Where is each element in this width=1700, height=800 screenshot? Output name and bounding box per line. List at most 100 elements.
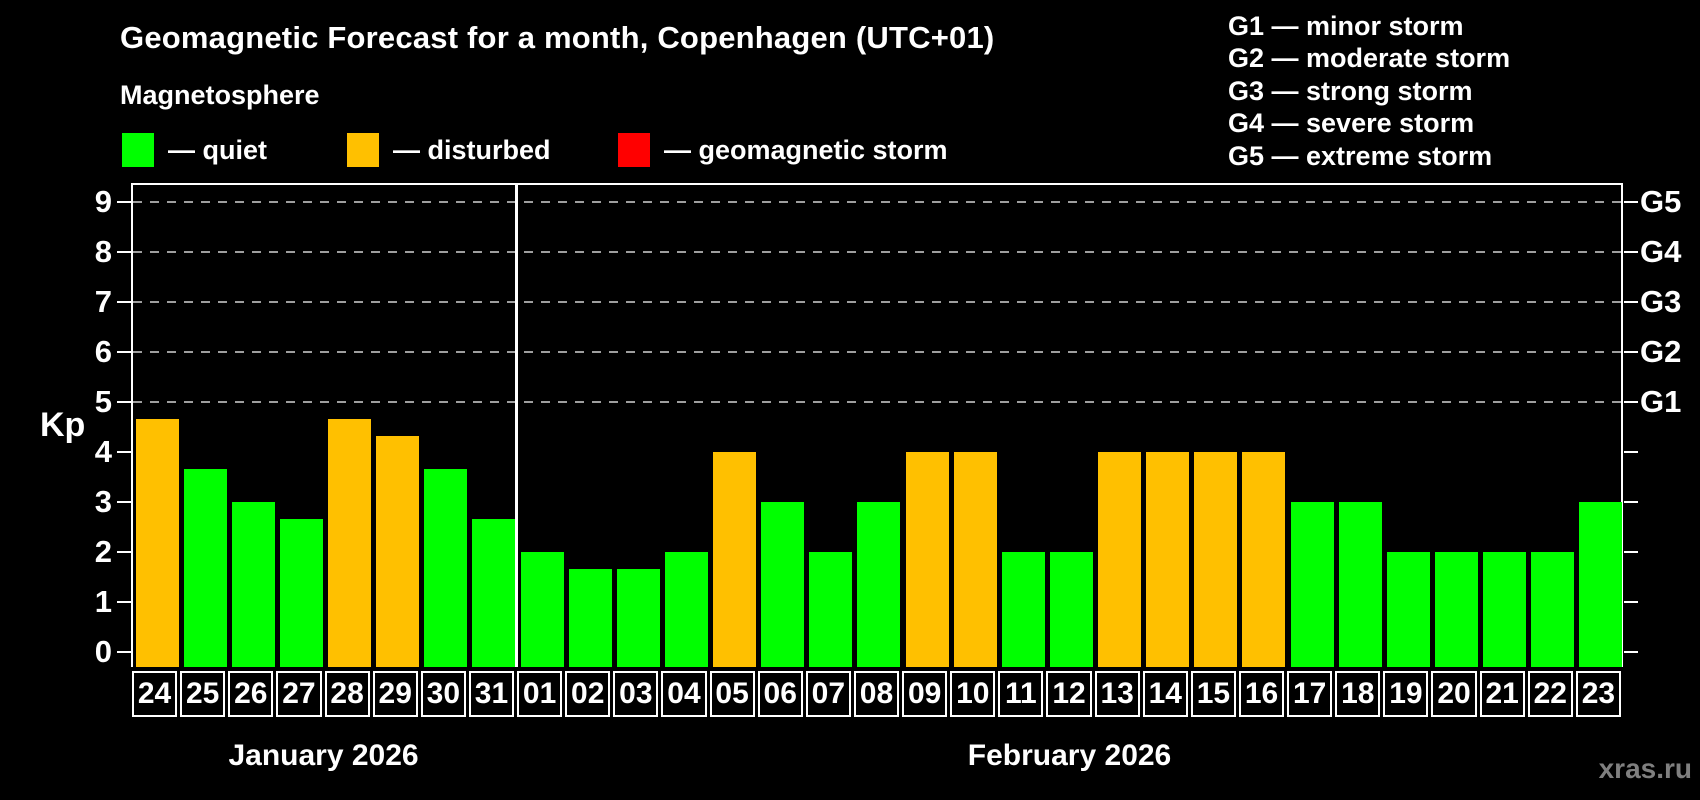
disturbed-color-swatch — [347, 133, 379, 167]
date-cell-13: 13 — [1094, 671, 1140, 717]
y-axis-tick-right — [1624, 451, 1638, 453]
date-cell-10: 10 — [950, 671, 996, 717]
kp-bar-03 — [616, 568, 660, 667]
date-cell-15: 15 — [1190, 671, 1236, 717]
y-axis-tick-label: 2 — [94, 534, 112, 569]
date-cell-03: 03 — [613, 671, 659, 717]
legend-label-disturbed: — disturbed — [393, 134, 551, 165]
g-scale-legend-line: G4 — severe storm — [1228, 108, 1475, 139]
date-cell-01: 01 — [517, 671, 563, 717]
g-scale-legend-line: G2 — moderate storm — [1228, 43, 1511, 74]
date-cell-21: 21 — [1479, 671, 1525, 717]
kp-bar-22 — [1531, 552, 1575, 667]
legend-label-storm: — geomagnetic storm — [664, 134, 948, 165]
y-axis-title: Kp — [40, 406, 86, 444]
y-axis-tick-right — [1624, 401, 1638, 403]
legend-item-disturbed: — disturbed — [347, 131, 551, 169]
y-axis-tick-left — [117, 551, 131, 553]
kp-bar-20 — [1434, 552, 1478, 667]
chart-subtitle: Magnetosphere — [120, 80, 320, 110]
date-cell-24: 24 — [132, 671, 178, 717]
y-axis-tick-left — [117, 401, 131, 403]
kp-bar-18 — [1338, 502, 1382, 667]
date-cell-22: 22 — [1527, 671, 1573, 717]
g-level-label-G2: G2 — [1640, 334, 1682, 369]
date-cell-05: 05 — [709, 671, 755, 717]
y-axis-tick-right — [1624, 551, 1638, 553]
y-axis-tick-left — [117, 351, 131, 353]
kp-bar-10 — [953, 452, 997, 667]
date-cell-28: 28 — [324, 671, 370, 717]
y-axis-tick-right — [1624, 251, 1638, 253]
y-axis-tick-right — [1624, 601, 1638, 603]
date-cell-29: 29 — [372, 671, 418, 717]
y-axis-tick-label: 9 — [94, 184, 112, 219]
date-cell-18: 18 — [1335, 671, 1381, 717]
legend-item-storm: — geomagnetic storm — [618, 131, 948, 169]
y-axis-tick-left — [117, 201, 131, 203]
y-axis-tick-right — [1624, 651, 1638, 653]
grid-line-kp8 — [133, 251, 1621, 253]
y-axis-tick-right — [1624, 501, 1638, 503]
y-axis-tick-left — [117, 601, 131, 603]
kp-bar-01 — [520, 552, 564, 667]
month-label: January 2026 — [228, 739, 419, 772]
legend-label-quiet: — quiet — [168, 134, 267, 165]
kp-bar-02 — [568, 568, 612, 667]
y-axis-tick-label: 7 — [94, 284, 112, 319]
y-axis-tick-left — [117, 651, 131, 653]
y-axis-tick-left — [117, 501, 131, 503]
y-axis-tick-right — [1624, 301, 1638, 303]
date-cell-16: 16 — [1238, 671, 1285, 717]
y-axis-tick-label: 5 — [94, 384, 112, 419]
date-cell-19: 19 — [1383, 671, 1429, 717]
date-cell-31: 31 — [468, 671, 515, 717]
date-cell-23: 23 — [1575, 671, 1621, 717]
kp-bar-25 — [183, 468, 227, 667]
date-cell-11: 11 — [998, 671, 1044, 717]
watermark: xras.ru — [1598, 753, 1692, 784]
g-scale-legend-line: G5 — extreme storm — [1228, 140, 1493, 171]
kp-bar-24 — [135, 418, 179, 667]
kp-bar-09 — [905, 452, 949, 667]
kp-bar-21 — [1483, 552, 1527, 667]
month-separator-line — [514, 185, 518, 667]
kp-bar-06 — [761, 502, 805, 667]
kp-bar-05 — [713, 452, 757, 667]
y-axis-tick-left — [117, 251, 131, 253]
legend-item-quiet: — quiet — [122, 131, 267, 169]
grid-line-kp6 — [133, 351, 1621, 353]
month-label: February 2026 — [967, 739, 1172, 772]
y-axis-tick-right — [1624, 351, 1638, 353]
date-cell-07: 07 — [805, 671, 851, 717]
kp-bar-07 — [809, 552, 853, 667]
quiet-color-swatch — [122, 133, 154, 167]
y-axis-tick-label: 6 — [94, 334, 112, 369]
date-cell-26: 26 — [228, 671, 274, 717]
kp-bar-13 — [1098, 452, 1142, 667]
y-axis-tick-label: 1 — [94, 584, 112, 619]
g-level-label-G5: G5 — [1640, 184, 1682, 219]
kp-bar-19 — [1386, 552, 1430, 667]
kp-bar-28 — [328, 418, 372, 667]
kp-bar-12 — [1049, 552, 1093, 667]
kp-bar-23 — [1579, 502, 1623, 667]
kp-bar-26 — [231, 502, 275, 667]
kp-bar-15 — [1194, 452, 1238, 667]
date-cell-20: 20 — [1431, 671, 1477, 717]
y-axis-tick-left — [117, 301, 131, 303]
kp-bar-14 — [1146, 452, 1190, 667]
grid-line-kp7 — [133, 301, 1621, 303]
y-axis-tick-label: 0 — [94, 634, 112, 669]
date-cell-14: 14 — [1142, 671, 1188, 717]
y-axis-tick-right — [1624, 201, 1638, 203]
kp-bar-04 — [664, 552, 708, 667]
g-level-label-G3: G3 — [1640, 284, 1682, 319]
kp-bar-11 — [1001, 552, 1045, 667]
grid-line-kp9 — [133, 201, 1621, 203]
storm-color-swatch — [618, 133, 650, 167]
date-cell-27: 27 — [276, 671, 322, 717]
kp-bar-30 — [424, 468, 468, 667]
y-axis-tick-label: 8 — [94, 234, 112, 269]
date-cell-30: 30 — [420, 671, 466, 717]
